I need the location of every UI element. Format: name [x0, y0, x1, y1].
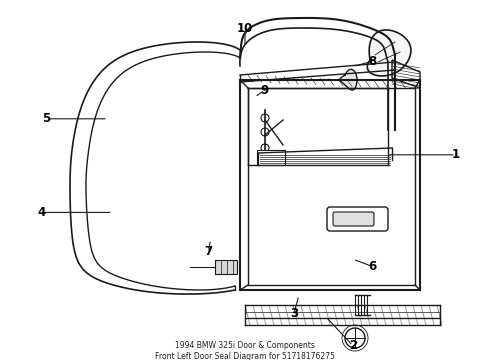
- Text: 7: 7: [204, 246, 212, 258]
- Bar: [215, 260, 237, 274]
- Text: 9: 9: [261, 84, 269, 96]
- Text: 2: 2: [349, 339, 357, 352]
- Text: 6: 6: [368, 260, 376, 273]
- Text: 10: 10: [237, 22, 253, 35]
- FancyBboxPatch shape: [327, 207, 388, 231]
- Polygon shape: [368, 30, 411, 76]
- Bar: [257, 150, 285, 165]
- Polygon shape: [340, 69, 357, 90]
- Text: 4: 4: [38, 206, 46, 219]
- FancyBboxPatch shape: [333, 212, 374, 226]
- Text: 5: 5: [43, 112, 50, 125]
- Text: 8: 8: [368, 55, 376, 68]
- Text: 3: 3: [290, 307, 298, 320]
- Text: 1994 BMW 325i Door & Components
Front Left Door Seal Diagram for 51718176275: 1994 BMW 325i Door & Components Front Le…: [155, 341, 335, 360]
- Text: 1: 1: [452, 148, 460, 161]
